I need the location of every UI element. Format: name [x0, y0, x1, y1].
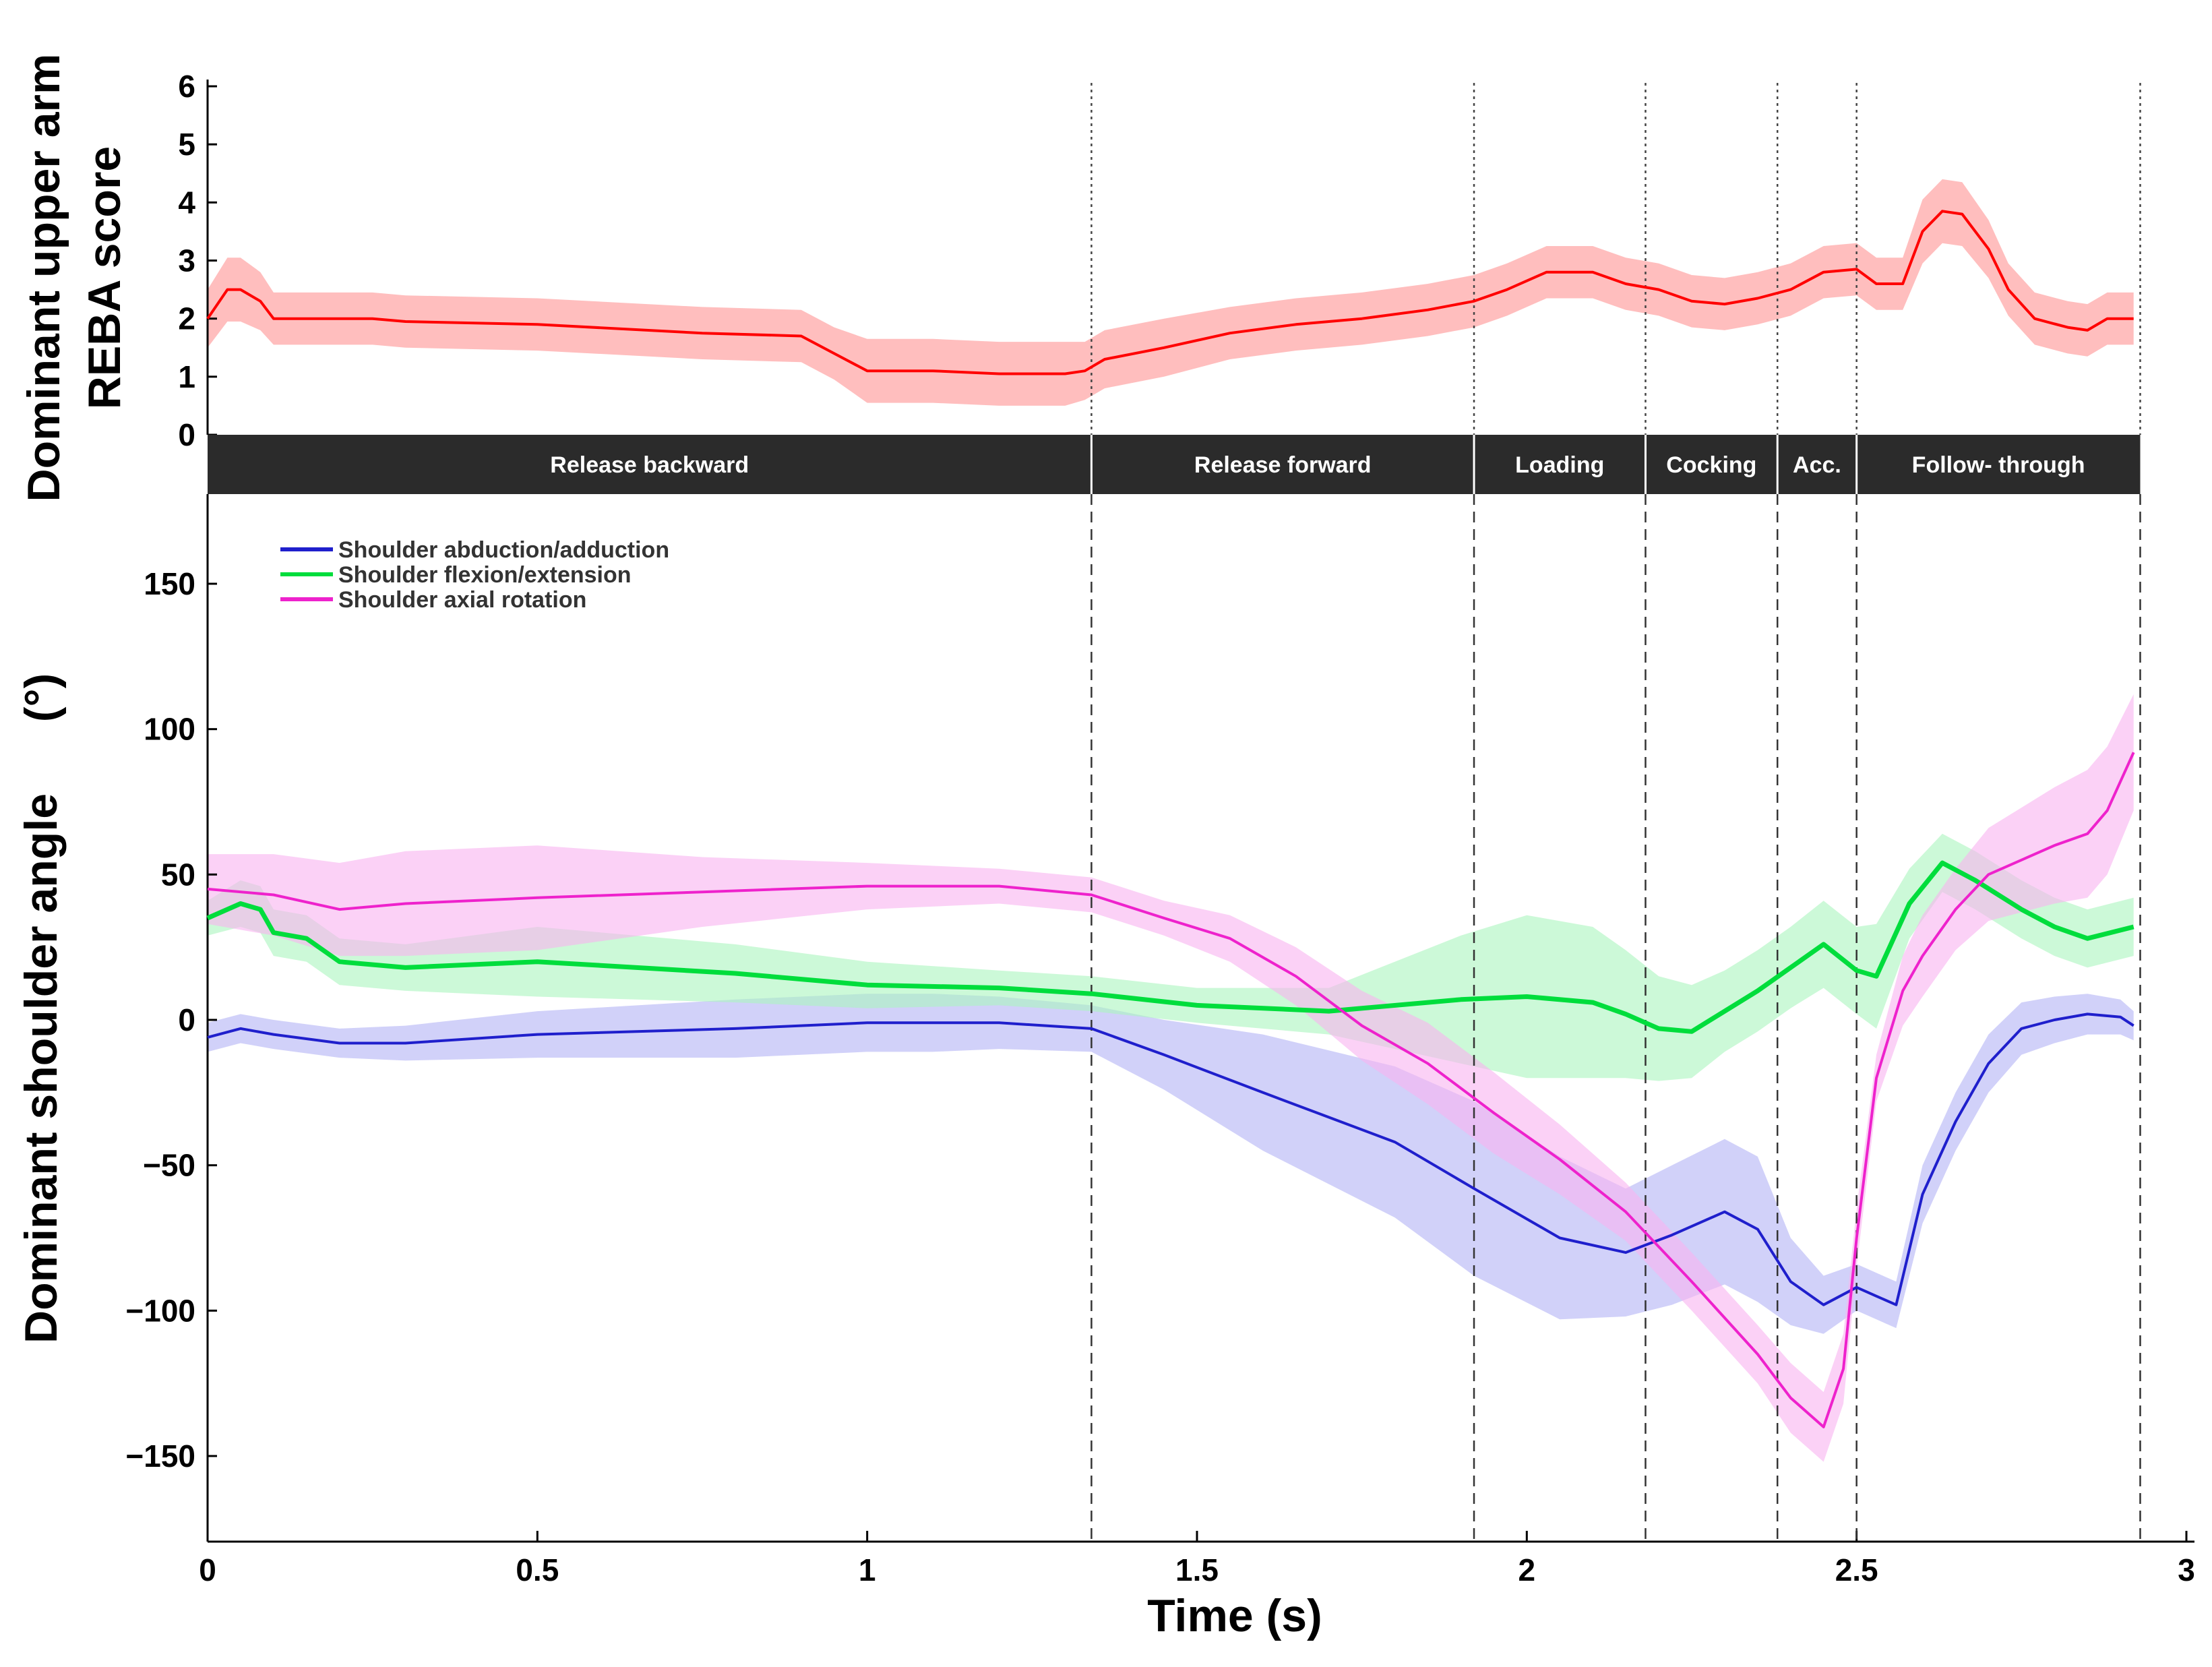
top-y-tick-label: 6 — [178, 69, 195, 104]
x-tick-label: 2.5 — [1835, 1552, 1878, 1587]
x-tick-label: 3 — [2178, 1552, 2195, 1587]
phase-label: Cocking — [1666, 452, 1756, 478]
bottom-y-tick-label: −50 — [143, 1148, 195, 1183]
series-lines — [206, 210, 2135, 1428]
reba-band — [208, 179, 2134, 406]
x-tick-label: 1.5 — [1175, 1552, 1219, 1587]
angle-band-2 — [208, 833, 2134, 1081]
top-y-tick-label: 1 — [178, 359, 195, 394]
top-y-tick-label: 0 — [178, 417, 195, 452]
angle-band-3 — [208, 694, 2134, 1462]
phase-label: Release backward — [550, 452, 749, 478]
labels: 0 1 2 3 4 5 6 150 100 50 0 −50 −100 −150 0 0.5 1 1.5 2 2.5 3… — [16, 54, 2195, 1641]
phase-bar-background — [208, 435, 2141, 494]
bottom-y-tick-label: 100 — [144, 712, 195, 747]
x-axis-title: Time (s) — [1147, 1590, 1322, 1641]
legend-label: Shoulder abduction/adduction — [338, 537, 669, 563]
x-tick-label: 2 — [1518, 1552, 1536, 1587]
x-tick-label: 0 — [199, 1552, 216, 1587]
x-tick-label: 1 — [859, 1552, 876, 1587]
axes — [206, 80, 2194, 1543]
bottom-y-tick-label: 50 — [161, 857, 195, 892]
bottom-y-tick-label: 0 — [178, 1002, 195, 1037]
confidence-bands — [208, 179, 2134, 1462]
angle-line-2 — [206, 860, 2134, 1034]
reba-score-line — [206, 210, 2134, 375]
bottom-y-tick-label: 150 — [144, 566, 195, 601]
top-y-tick-label: 3 — [178, 243, 195, 278]
phase-bar: Release backward Release forward Loading Co… — [208, 435, 2141, 494]
phase-label: Follow- through — [1912, 452, 2085, 478]
top-y-tick-label: 5 — [178, 127, 195, 162]
bottom-y-axis-title: Dominant shoulder angle — [16, 793, 67, 1343]
bottom-y-tick-label: −100 — [125, 1293, 195, 1328]
angle-line-1 — [207, 1012, 2134, 1306]
angle-line-3 — [207, 752, 2135, 1428]
phase-label: Loading — [1515, 452, 1604, 478]
top-y-axis-title-line1: Dominant upper arm — [18, 54, 69, 502]
legend-label: Shoulder flexion/extension — [338, 562, 632, 588]
bottom-y-axis-unit: (°) — [16, 673, 67, 722]
bottom-y-tick-label: −150 — [125, 1438, 195, 1474]
x-tick-label: 0.5 — [516, 1552, 559, 1587]
top-y-tick-label: 2 — [178, 301, 195, 336]
phase-label: Acc. — [1793, 452, 1841, 478]
phase-label: Release forward — [1194, 452, 1372, 478]
legend-label: Shoulder axial rotation — [338, 587, 586, 613]
top-y-axis-title-line2: REBA score — [79, 146, 130, 410]
top-y-tick-label: 4 — [178, 185, 195, 220]
